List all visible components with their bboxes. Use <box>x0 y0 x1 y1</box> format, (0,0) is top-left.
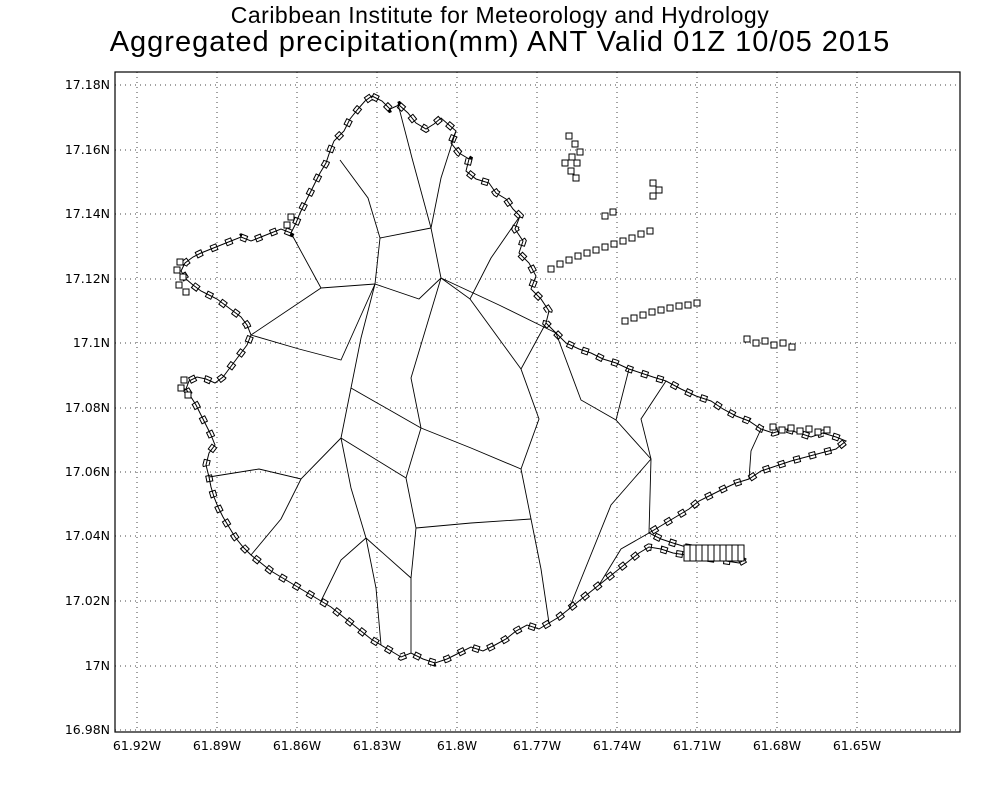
lat-tick-label: 17.06N <box>65 464 110 479</box>
lon-tick-label: 61.71W <box>673 738 721 753</box>
lat-tick-label: 17N <box>85 658 110 673</box>
lat-axis-labels: 17.18N 17.16N 17.14N 17.12N 17.1N 17.08N… <box>65 77 110 737</box>
lat-tick-label: 17.12N <box>65 271 110 286</box>
institute-title: Caribbean Institute for Meteorology and … <box>230 2 770 28</box>
lon-tick-label: 61.83W <box>353 738 401 753</box>
island-antigua <box>173 96 846 663</box>
map-title: Aggregated precipitation(mm) ANT Valid 0… <box>109 26 891 58</box>
coastal-cells-inner <box>181 96 846 663</box>
lat-tick-label: 17.18N <box>65 77 110 92</box>
lon-tick-label: 61.92W <box>113 738 161 753</box>
lon-tick-label: 61.77W <box>513 738 561 753</box>
lon-tick-label: 61.68W <box>753 738 801 753</box>
lon-tick-label: 61.65W <box>833 738 881 753</box>
lat-tick-label: 17.08N <box>65 400 110 415</box>
hatched-shore-strip <box>683 544 745 562</box>
lon-tick-label: 61.8W <box>437 738 477 753</box>
lat-tick-label: 16.98N <box>65 722 110 737</box>
lon-tick-label: 61.74W <box>593 738 641 753</box>
lat-tick-label: 17.14N <box>65 206 110 221</box>
lat-tick-label: 17.16N <box>65 142 110 157</box>
lat-tick-label: 17.02N <box>65 593 110 608</box>
west-coast-cells <box>173 213 295 399</box>
lon-tick-label: 61.89W <box>193 738 241 753</box>
offshore-islet-cells <box>547 132 831 436</box>
catchment-boundaries <box>208 103 762 653</box>
lon-tick-label: 61.86W <box>273 738 321 753</box>
lon-axis-labels: 61.92W 61.89W 61.86W 61.83W 61.8W 61.77W… <box>113 738 881 753</box>
lat-tick-label: 17.04N <box>65 528 110 543</box>
lat-tick-label: 17.1N <box>73 335 110 350</box>
plot-frame <box>114 71 961 733</box>
gridlines <box>115 72 960 732</box>
